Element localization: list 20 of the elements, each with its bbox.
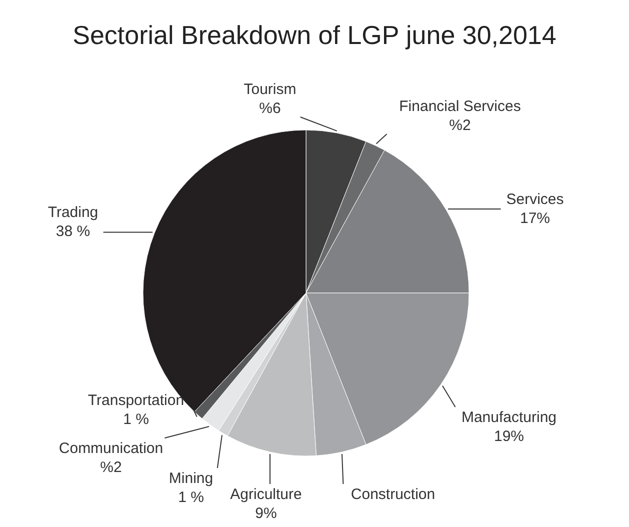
- data-label: 1 %: [178, 489, 204, 506]
- slice-label: Transportation: [88, 392, 184, 409]
- data-label: %6: [259, 100, 281, 117]
- slice-label: Communication: [58, 440, 164, 457]
- slice-label: Services: [506, 191, 564, 208]
- slice-label: Trading: [48, 204, 98, 221]
- slice-label: Tourism: [244, 81, 296, 98]
- data-label: 17%: [520, 210, 550, 227]
- slice-label: Manufacturing: [461, 409, 557, 426]
- data-label: %2: [100, 459, 122, 476]
- data-label: 1 %: [123, 411, 149, 428]
- chart-title: Sectorial Breakdown of LGP june 30,2014: [72, 19, 558, 52]
- data-label: 9%: [255, 505, 277, 522]
- slice-label: Financial Services: [399, 98, 521, 115]
- data-label: %2: [449, 117, 471, 134]
- data-label: 19%: [494, 428, 524, 445]
- slice-label: Mining: [168, 470, 214, 487]
- slice-label: Construction: [350, 486, 436, 503]
- data-label: 38 %: [56, 223, 90, 240]
- slice-label: Agriculture: [230, 486, 302, 503]
